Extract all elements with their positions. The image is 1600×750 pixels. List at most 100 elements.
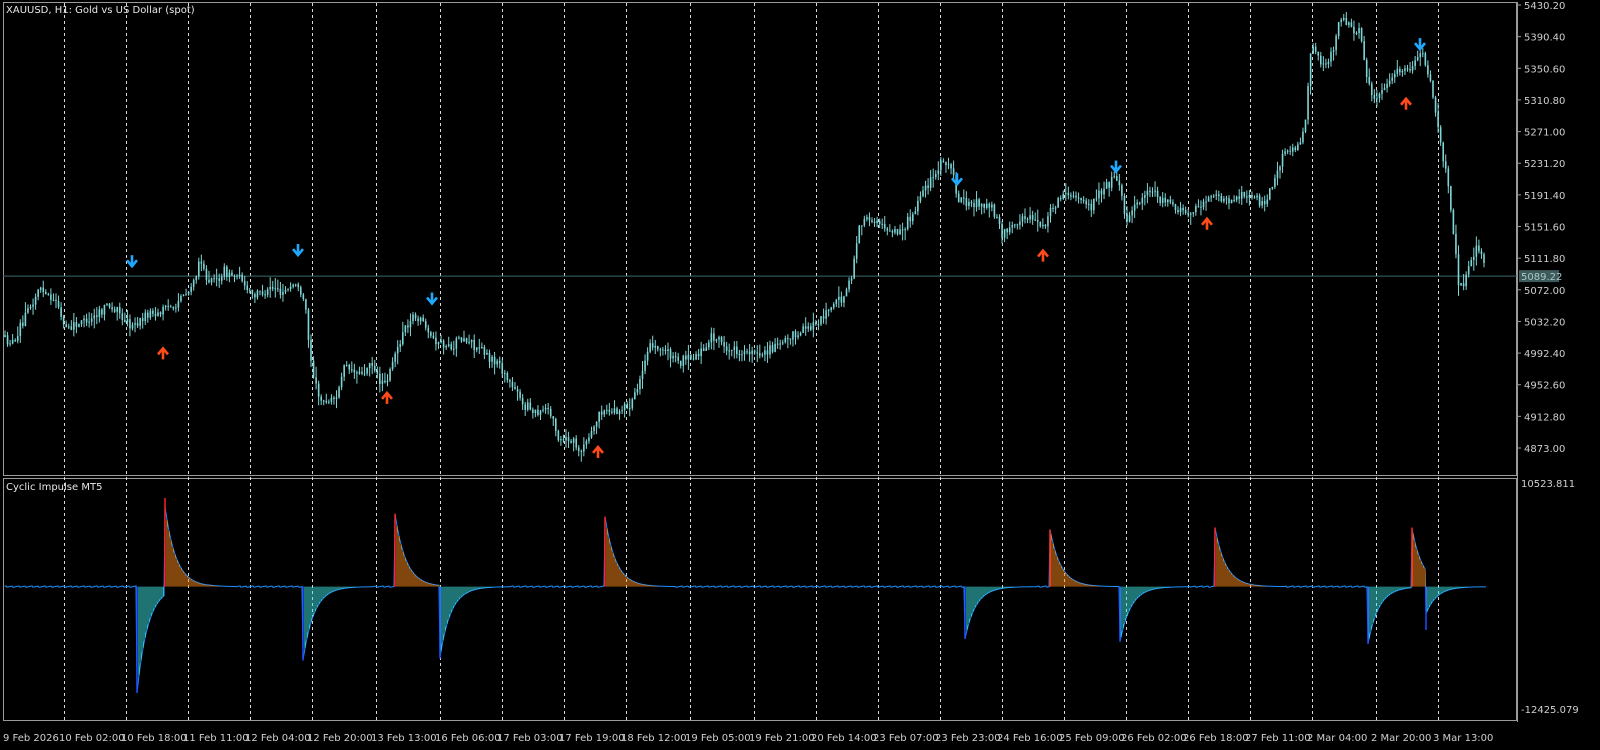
candle-body	[1419, 53, 1422, 58]
y-tick-label: 5151.60	[1524, 223, 1565, 234]
y-tick-label: 5111.80	[1524, 254, 1565, 265]
candle-body	[1307, 86, 1309, 120]
candle-body	[506, 373, 509, 381]
candle-body	[302, 294, 305, 300]
candle-body	[746, 351, 748, 353]
candle-body	[891, 230, 894, 233]
candle-body	[817, 324, 820, 326]
candle-body	[1044, 224, 1047, 227]
candle-body	[98, 309, 101, 317]
candle-body	[720, 337, 723, 343]
candle-body	[73, 322, 75, 330]
buy-arrow	[592, 444, 604, 458]
candle-body	[853, 258, 855, 279]
candle-body	[78, 324, 80, 327]
x-tick-label: 10 Feb 02:00	[59, 733, 125, 744]
candle-body	[603, 410, 606, 415]
candle-body	[1240, 192, 1243, 199]
candle-body	[465, 338, 468, 343]
candle-body	[1077, 197, 1080, 199]
candle-body	[190, 286, 192, 292]
candle-body	[149, 310, 152, 318]
candle-body	[1052, 207, 1054, 209]
candle-body	[871, 220, 873, 222]
candle-body	[1263, 201, 1266, 205]
candle-body	[978, 199, 980, 207]
candle-body	[447, 344, 450, 347]
candle-body	[1146, 190, 1149, 196]
candle-body	[784, 338, 787, 343]
candle-body	[1261, 201, 1263, 206]
candle-body	[37, 289, 39, 297]
candle-body	[1141, 197, 1144, 204]
candle-body	[738, 354, 741, 356]
candle-body	[203, 263, 205, 269]
candle-body	[394, 353, 396, 362]
candle-body	[657, 346, 659, 350]
candle-body	[835, 299, 838, 305]
candle-body	[1011, 225, 1014, 228]
candle-body	[774, 343, 776, 352]
candle-body	[195, 276, 198, 281]
candle-body	[243, 281, 246, 286]
candle-body	[445, 346, 447, 348]
candle-body	[945, 161, 947, 166]
candle-body	[1470, 260, 1473, 267]
candle-body	[1177, 210, 1179, 213]
candle-body	[121, 313, 124, 320]
candle-body	[988, 203, 991, 208]
candle-body	[1450, 186, 1452, 211]
candle-body	[241, 274, 243, 282]
y-tick-label: 5310.80	[1524, 96, 1565, 107]
candle-body	[855, 243, 858, 259]
candle-body	[463, 338, 465, 342]
candle-body	[1381, 89, 1383, 94]
candle-body	[470, 340, 473, 343]
main-panel[interactable]	[3, 2, 1517, 476]
candle-body	[139, 318, 141, 326]
candle-body	[843, 296, 845, 303]
candle-body	[822, 316, 825, 319]
candle-body	[1279, 166, 1281, 171]
y-tick-label: 4992.40	[1524, 349, 1565, 360]
candle-body	[1098, 190, 1100, 199]
candle-body	[282, 291, 284, 295]
candle-body	[1036, 220, 1039, 222]
sell-arrow	[126, 255, 138, 269]
candle-body	[1054, 207, 1057, 209]
candle-body	[157, 312, 159, 317]
candle-body	[88, 321, 90, 323]
candle-body	[228, 272, 231, 277]
candle-body	[934, 174, 937, 178]
candle-body	[730, 349, 733, 351]
candle-body	[330, 397, 333, 402]
candle-body	[1439, 127, 1442, 143]
x-tick-label: 2 Mar 20:00	[1371, 733, 1431, 744]
x-tick-label: 10 Feb 18:00	[121, 733, 187, 744]
candle-body	[1483, 254, 1485, 263]
candle-body	[669, 349, 672, 359]
candle-body	[1187, 212, 1189, 215]
indicator-panel[interactable]	[3, 478, 1517, 721]
candle-body	[840, 296, 843, 303]
candle-body	[1452, 210, 1455, 234]
candle-body	[430, 332, 432, 336]
candle-body	[815, 322, 817, 325]
candle-body	[973, 203, 975, 208]
candle-body	[348, 365, 351, 370]
candle-body	[111, 307, 113, 310]
candle-body	[1465, 274, 1467, 287]
candle-body	[414, 314, 417, 319]
candle-body	[376, 370, 379, 374]
candle-body	[649, 343, 651, 352]
candle-body	[427, 327, 430, 333]
candle-body	[1006, 228, 1008, 233]
candle-body	[210, 278, 213, 283]
candle-body	[662, 349, 664, 351]
indicator-y-tick-label: -12425.079	[1521, 705, 1579, 716]
candle-body	[526, 402, 529, 410]
candle-body	[274, 288, 277, 290]
candle-body	[412, 314, 414, 322]
candle-body	[356, 372, 358, 374]
